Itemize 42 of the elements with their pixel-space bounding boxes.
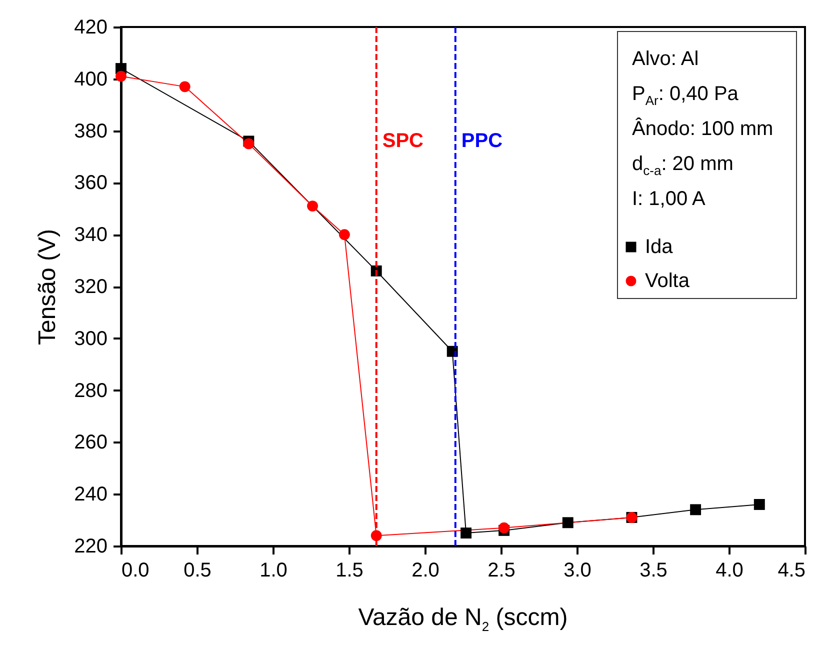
y-axis-title: Tensão (V)	[34, 228, 62, 346]
point	[338, 229, 350, 240]
x-tick-label: 4.0	[716, 560, 744, 582]
x-tick-label: 0.5	[184, 560, 212, 582]
annotation: I: 1,00 A	[632, 187, 706, 212]
y-tick-label: 420	[74, 16, 108, 38]
annotation: d$_{c-a}$: 20 mm	[632, 152, 734, 180]
ref-line-label: PPC	[461, 130, 503, 152]
y-tick-label: 280	[74, 380, 108, 402]
y-tick-label: 380	[74, 120, 108, 142]
point	[179, 81, 190, 92]
y-tick-label: 340	[74, 224, 108, 246]
annotation: P$_{Ar}$: 0,40 Pa	[632, 82, 740, 110]
legend-label: Ida	[645, 236, 674, 258]
point	[307, 200, 318, 212]
x-tick-label: 1.5	[336, 560, 364, 582]
point	[116, 70, 126, 82]
point	[498, 522, 510, 534]
point	[243, 138, 254, 150]
x-tick-label: 0.0	[122, 560, 150, 582]
point	[460, 528, 472, 538]
x-tick-label: 4.5	[778, 560, 806, 582]
y-tick-label: 300	[74, 328, 108, 350]
x-tick-label: 3.5	[640, 560, 668, 582]
annotation: Ânodo: 100 mm	[632, 116, 774, 142]
y-tick-label: 320	[74, 276, 108, 298]
legend-label: Volta	[645, 270, 690, 292]
y-tick-label: 260	[74, 432, 108, 454]
ref-line-label: SPC	[382, 130, 424, 152]
annotation: Alvo: Al	[632, 47, 700, 72]
point	[754, 499, 765, 510]
x-tick-label: 2.0	[412, 560, 440, 582]
x-tick-label: 2.5	[488, 560, 516, 582]
y-tick-label: 240	[74, 484, 108, 506]
y-tick-label: 400	[74, 68, 108, 90]
x-tick-label: 1.0	[260, 560, 288, 582]
x-axis-title: Vazão de N$_{2}$ (sccm)	[357, 604, 569, 634]
y-tick-label: 220	[74, 536, 108, 558]
x-tick-label: 3.0	[564, 560, 592, 582]
y-tick-label: 360	[74, 172, 108, 194]
point	[562, 517, 574, 528]
point	[690, 504, 702, 516]
